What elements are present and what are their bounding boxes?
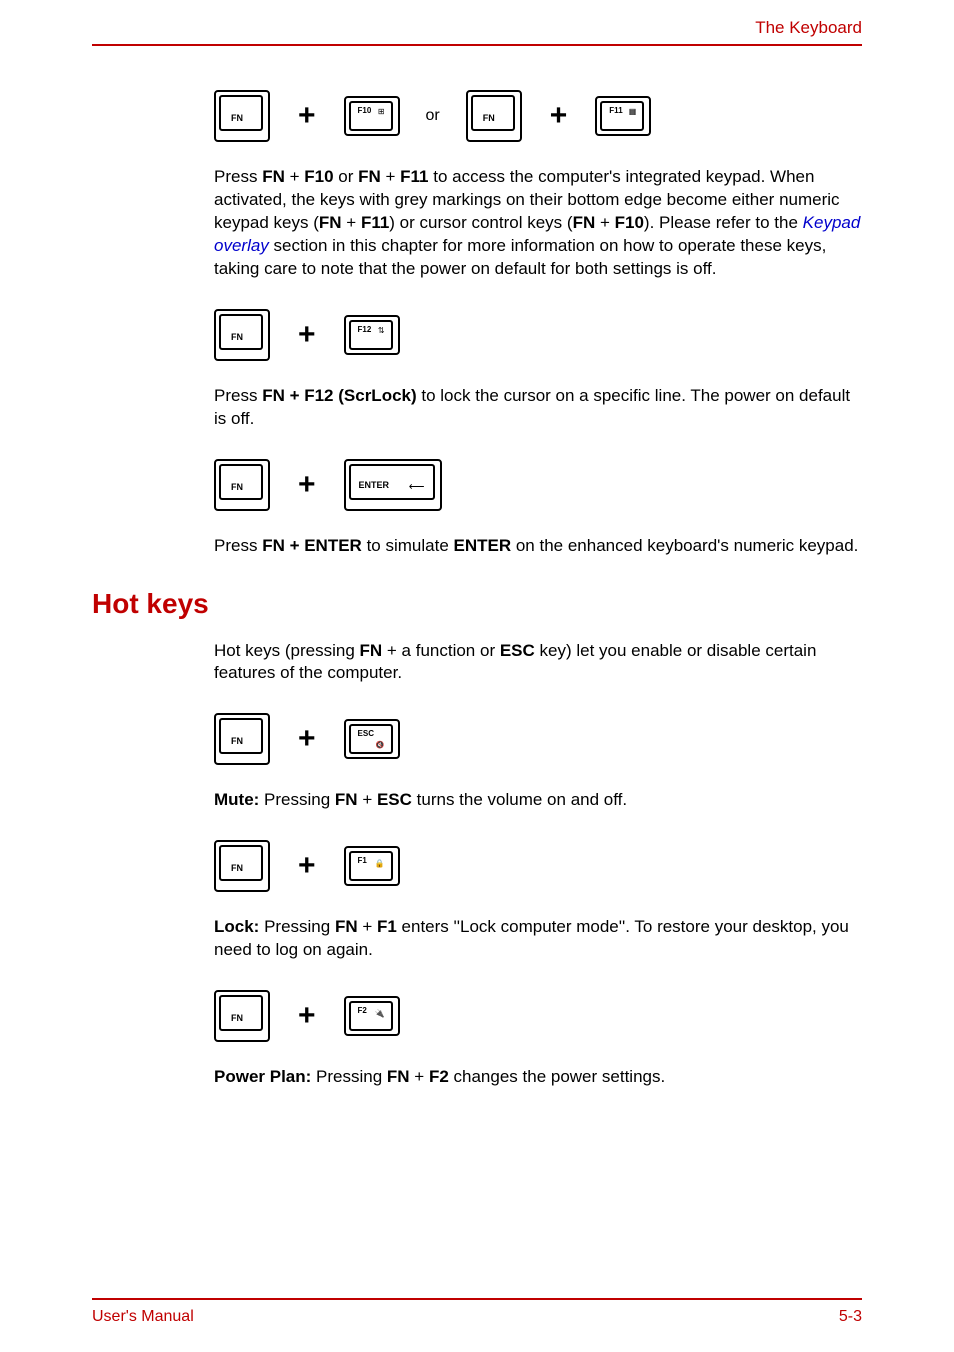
f12-key-icon: F12⇅ bbox=[344, 315, 400, 355]
header-chapter: The Keyboard bbox=[755, 18, 862, 38]
fn-key-icon: FN bbox=[466, 90, 522, 142]
key-combo-f2: FN + F2🔌 bbox=[214, 990, 862, 1042]
page-content: FN + F10⊞ or FN + F11▦ Press FN + F10 or… bbox=[92, 90, 862, 1089]
key-combo-f12: FN + F12⇅ bbox=[214, 309, 862, 361]
enter-key-icon: ENTER⟵ bbox=[344, 459, 442, 511]
f2-key-icon: F2🔌 bbox=[344, 996, 400, 1036]
f1-key-icon: F1🔒 bbox=[344, 846, 400, 886]
fn-key-icon: FN bbox=[214, 713, 270, 765]
plus-icon: + bbox=[298, 724, 316, 754]
fn-key-icon: FN bbox=[214, 90, 270, 142]
plus-icon: + bbox=[298, 1001, 316, 1031]
key-combo-f1: FN + F1🔒 bbox=[214, 840, 862, 892]
plus-icon: + bbox=[298, 101, 316, 131]
paragraph-keypad: Press FN + F10 or FN + F11 to access the… bbox=[214, 166, 862, 281]
paragraph-lock: Lock: Pressing FN + F1 enters ''Lock com… bbox=[214, 916, 862, 962]
fn-key-icon: FN bbox=[214, 990, 270, 1042]
paragraph-scrlock: Press FN + F12 (ScrLock) to lock the cur… bbox=[214, 385, 862, 431]
f11-key-icon: F11▦ bbox=[595, 96, 651, 136]
paragraph-hotkeys-intro: Hot keys (pressing FN + a function or ES… bbox=[214, 640, 862, 686]
footer-page-number: 5-3 bbox=[839, 1308, 862, 1326]
fn-key-icon: FN bbox=[214, 309, 270, 361]
or-text: or bbox=[426, 107, 440, 125]
fn-key-icon: FN bbox=[214, 840, 270, 892]
paragraph-mute: Mute: Pressing FN + ESC turns the volume… bbox=[214, 789, 862, 812]
plus-icon: + bbox=[298, 470, 316, 500]
paragraph-enter: Press FN + ENTER to simulate ENTER on th… bbox=[214, 535, 862, 558]
key-combo-enter: FN + ENTER⟵ bbox=[214, 459, 862, 511]
plus-icon: + bbox=[550, 101, 568, 131]
plus-icon: + bbox=[298, 851, 316, 881]
fn-key-icon: FN bbox=[214, 459, 270, 511]
f10-key-icon: F10⊞ bbox=[344, 96, 400, 136]
key-combo-f10-f11: FN + F10⊞ or FN + F11▦ bbox=[214, 90, 862, 142]
footer-divider bbox=[92, 1298, 862, 1300]
paragraph-power: Power Plan: Pressing FN + F2 changes the… bbox=[214, 1066, 862, 1089]
key-combo-esc: FN + ESC🔇 bbox=[214, 713, 862, 765]
header-divider bbox=[92, 44, 862, 46]
section-hotkeys-title: Hot keys bbox=[92, 588, 862, 620]
footer-manual-label: User's Manual bbox=[92, 1308, 194, 1326]
esc-key-icon: ESC🔇 bbox=[344, 719, 400, 759]
plus-icon: + bbox=[298, 320, 316, 350]
